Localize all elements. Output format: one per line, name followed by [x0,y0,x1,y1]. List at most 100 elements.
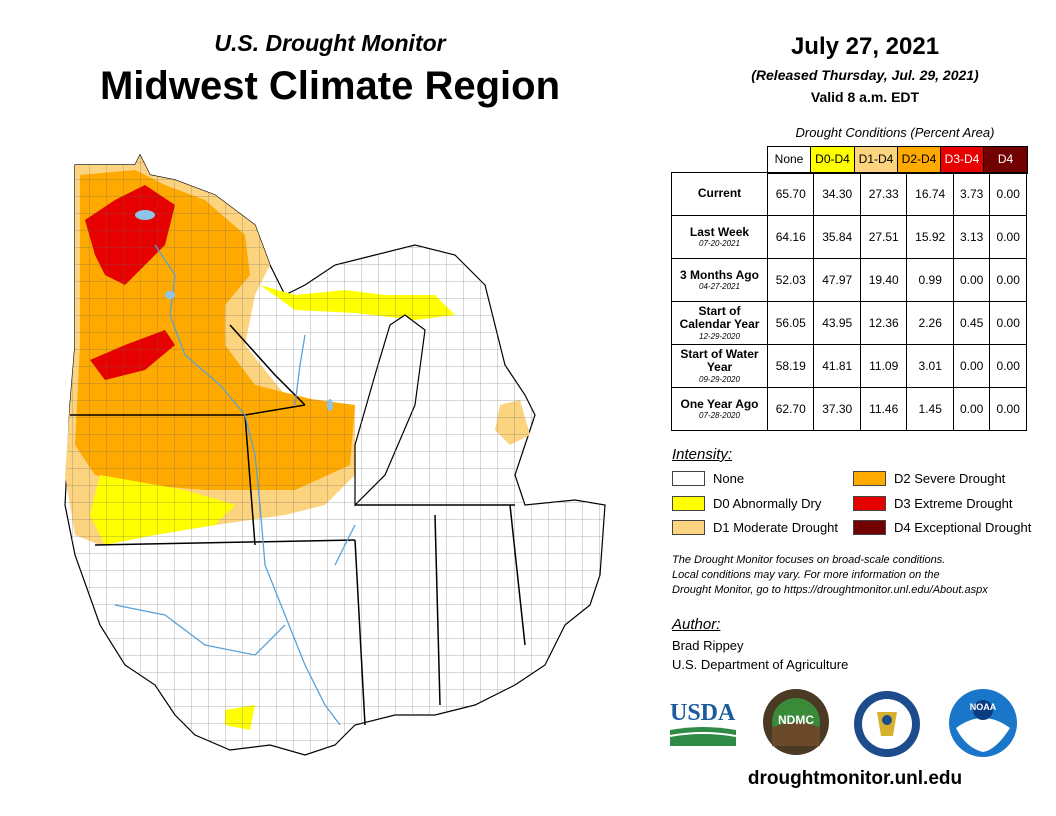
table-row: 3 Months Ago 04-27-2021 52.03 47.97 19.40 0.9… [671,258,1027,302]
table-cell: 62.70 [766,387,815,431]
release-date: (Released Thursday, Jul. 29, 2021) [751,67,979,83]
drought-map [64,153,606,756]
author-heading: Author: [672,616,721,633]
state-borders [70,324,526,726]
table-cell: 2.26 [906,301,954,345]
table-cell: 0.00 [989,344,1027,388]
table-cell: 1.45 [906,387,954,431]
row-label: 3 Months Ago 04-27-2021 [671,258,768,302]
legend-d0: D0 Abnormally Dry [672,496,821,511]
legend-d1: D1 Moderate Drought [672,520,838,535]
table-cell: 34.30 [813,172,861,216]
table-cell: 0.00 [989,258,1027,302]
row-label-text: Start of Calendar Year [679,303,760,332]
lake-red [135,210,155,220]
row-label: Start of Water Year 09-29-2020 [671,344,768,388]
legend-label: D3 Extreme Drought [894,496,1013,511]
drought-table: Current 65.70 34.30 27.33 16.74 3.73 0.00 Last … [671,172,1027,431]
doc-seal-logo [853,690,921,758]
author-name: Brad Rippey [672,638,744,653]
row-label-text: Start of Water Year [680,346,759,375]
table-cell: 0.00 [952,344,991,388]
table-cell: 35.84 [813,215,861,259]
table-cell: 27.33 [859,172,908,216]
legend-swatch [853,496,886,511]
table-cell: 15.92 [906,215,954,259]
col-d3-d4: D3-D4 [941,147,984,173]
table-cell: 37.30 [813,387,861,431]
table-cell: 0.00 [989,172,1027,216]
noaa-logo: NOAA [948,688,1018,758]
map-subtitle: U.S. Drought Monitor [214,30,446,56]
map-title: Midwest Climate Region [99,64,561,108]
row-date: 07-28-2020 [699,411,740,421]
table-row: Current 65.70 34.30 27.33 16.74 3.73 0.00 [671,172,1027,216]
usda-logo: USDA [669,700,737,748]
table-cell: 64.16 [766,215,815,259]
legend-swatch [672,471,705,486]
table-cell: 0.00 [989,215,1027,259]
table-header: None D0-D4 D1-D4 D2-D4 D3-D4 D4 [767,146,1028,174]
table-cell: 0.45 [952,301,991,345]
table-cell: 12.36 [859,301,908,345]
legend-none: None [672,471,744,486]
row-label: Current [671,172,768,216]
lake-winnebago [327,399,333,411]
table-row: Start of Water Year 09-29-2020 58.19 41.81 1… [671,344,1027,388]
legend-label: D2 Severe Drought [894,471,1006,486]
valid-time: Valid 8 a.m. EDT [810,89,920,105]
table-cell: 0.00 [989,387,1027,431]
table-cell: 0.00 [989,301,1027,345]
map-date: July 27, 2021 [790,33,940,60]
table-cell: 11.09 [859,344,908,388]
row-label-text: Last Week [689,224,750,239]
row-label-text: 3 Months Ago [680,267,759,282]
col-d1-d4: D1-D4 [855,147,898,173]
table-cell: 41.81 [813,344,861,388]
table-cell: 52.03 [766,258,815,302]
table-cell: 3.73 [952,172,991,216]
ndmc-logo: NDMC [762,688,830,756]
table-cell: 58.19 [766,344,815,388]
row-date: 07-20-2021 [699,239,740,249]
table-cell: 19.40 [859,258,908,302]
table-cell: 65.70 [766,172,815,216]
col-d2-d4: D2-D4 [898,147,941,173]
table-cell: 16.74 [906,172,954,216]
row-date: 04-27-2021 [699,282,740,292]
legend-title: Intensity: [672,446,733,463]
note-line: Drought Monitor, go to https://droughtmo… [672,584,988,596]
table-cell: 27.51 [859,215,908,259]
website-url[interactable]: droughtmonitor.unl.edu [747,768,963,789]
row-label: Start of Calendar Year 12-29-2020 [671,301,768,345]
legend-swatch [672,496,705,511]
col-d4: D4 [984,147,1027,173]
table-cell: 0.99 [906,258,954,302]
legend-label: None [713,471,745,486]
table-cell: 3.01 [906,344,954,388]
table-row: Last Week 07-20-2021 64.16 35.84 27.51 15.92 3… [671,215,1027,259]
note-line: The Drought Monitor focuses on broad-sca… [672,554,946,566]
table-row: Start of Calendar Year 12-29-2020 56.05 43.… [671,301,1027,345]
row-label: One Year Ago 07-28-2020 [671,387,768,431]
table-cell: 11.46 [859,387,908,431]
author-org: U.S. Department of Agriculture [672,657,849,672]
legend-swatch [853,520,886,535]
legend-label: D1 Moderate Drought [713,520,839,535]
row-date: 09-29-2020 [699,375,740,385]
row-date: 12-29-2020 [699,332,740,342]
table-cell: 0.00 [952,387,991,431]
col-none: None [768,147,811,173]
table-cell: 3.13 [952,215,991,259]
legend-label: D0 Abnormally Dry [713,496,822,511]
row-label-text: Current [697,186,742,201]
rivers [114,244,356,726]
table-cell: 43.95 [813,301,861,345]
row-label-text: One Year Ago [680,396,759,411]
legend-d2: D2 Severe Drought [853,471,1005,486]
table-row: One Year Ago 07-28-2020 62.70 37.30 11.46 1.4… [671,387,1027,431]
col-d0-d4: D0-D4 [811,147,855,173]
legend-swatch [853,471,886,486]
table-cell: 0.00 [952,258,991,302]
legend-d3: D3 Extreme Drought [853,496,1013,511]
